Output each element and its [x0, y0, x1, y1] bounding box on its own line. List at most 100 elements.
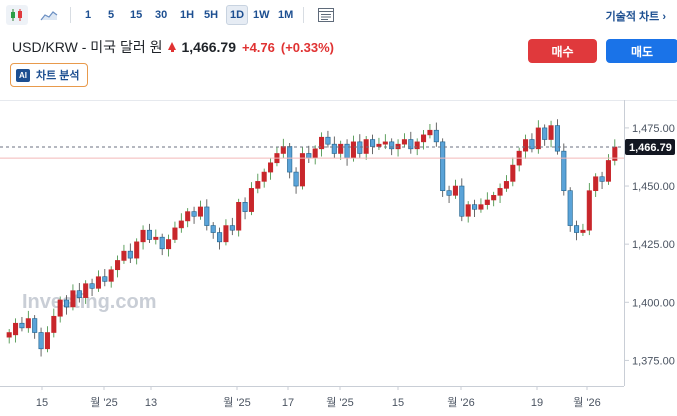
current-price-tag-label: 1,466.79	[629, 142, 672, 154]
y-tick-label: 1,475.00	[632, 123, 675, 135]
x-tick-label: 19	[531, 397, 543, 409]
sell-button[interactable]: 매도	[606, 39, 677, 63]
candle-up	[248, 188, 254, 212]
candle-down	[561, 150, 567, 191]
toolbar-divider	[70, 7, 71, 23]
y-axis: 1,475.00 1,450.00 1,425.00 1,400.00 1,375.00	[624, 123, 675, 367]
interval-1d[interactable]: 1D	[226, 5, 249, 25]
candle-down	[325, 136, 331, 145]
candle-up	[6, 332, 12, 338]
toolbar-divider	[303, 7, 304, 23]
candle-up	[223, 225, 229, 243]
x-tick-label: 15	[392, 397, 404, 409]
candle-up	[427, 129, 433, 136]
candle-up	[115, 260, 121, 271]
candle-down	[38, 332, 44, 350]
candle-up	[497, 188, 503, 196]
candle-up	[299, 153, 305, 187]
candle-up	[376, 143, 382, 147]
ai-chart-analysis-label: 차트 분석	[36, 70, 80, 82]
chart-toolbar: 1 5 15 30 1H 5H 1D 1W 1M 기술적 차트 ›	[0, 0, 677, 30]
candle-down	[32, 318, 38, 333]
candle-up	[414, 141, 420, 150]
candle-up	[312, 148, 318, 159]
candle-up	[452, 185, 458, 196]
x-axis: 15 월 '25 13 월 '25 17 월 '25 15 월 '26 19 월 '26	[36, 386, 601, 409]
candle-down	[529, 139, 535, 150]
ai-chart-analysis-button[interactable]: AI 차트 분석	[10, 63, 88, 87]
candle-up	[134, 241, 140, 259]
price-chart[interactable]: Investing.com 1,475.00 1,450.00 1,425.00 1,…	[0, 100, 677, 416]
candle-down	[459, 185, 465, 217]
candlestick-chart-icon[interactable]	[6, 5, 28, 25]
candle-down	[357, 141, 363, 154]
candle-up	[268, 162, 274, 173]
candle-down	[574, 225, 580, 233]
indicators-panel-icon[interactable]	[315, 5, 337, 25]
x-tick-label: 17	[282, 397, 294, 409]
candle-up	[503, 181, 509, 189]
area-chart-icon[interactable]	[38, 5, 60, 25]
candle-up	[280, 146, 286, 154]
candle-up	[593, 176, 599, 191]
candle-down	[191, 211, 197, 217]
ai-badge-icon: AI	[16, 68, 30, 82]
candle-down	[344, 143, 350, 159]
candle-up	[121, 250, 127, 261]
candle-up	[338, 143, 344, 154]
instrument-header: USD/KRW - 미국 달러 원 1,466.79 +4.76 (+0.33%…	[12, 38, 334, 56]
candle-up	[153, 236, 159, 240]
candle-down	[127, 250, 133, 259]
candle-up	[535, 127, 541, 150]
y-tick-label: 1,450.00	[632, 181, 675, 193]
technical-chart-link[interactable]: 기술적 차트 ›	[605, 11, 666, 23]
price-change-percent: (+0.33%)	[280, 39, 335, 55]
candle-up	[382, 141, 388, 145]
candle-up	[580, 229, 586, 233]
candle-down	[389, 141, 395, 150]
interval-5h[interactable]: 5H	[204, 9, 219, 21]
x-tick-label: 월 '25	[326, 396, 354, 409]
candle-up	[491, 195, 497, 201]
candle-down	[433, 129, 439, 143]
interval-5m[interactable]: 5	[108, 9, 115, 21]
candle-up	[261, 171, 267, 182]
interval-1w[interactable]: 1W	[253, 9, 270, 21]
candle-up	[523, 139, 529, 152]
candle-down	[446, 190, 452, 196]
candle-down	[204, 206, 210, 226]
candle-down	[210, 225, 216, 233]
x-tick-label: 15	[36, 397, 48, 409]
buy-button[interactable]: 매수	[528, 39, 597, 63]
interval-1mo[interactable]: 1M	[278, 9, 294, 21]
candle-up	[548, 125, 554, 140]
investing-watermark: Investing.com	[22, 291, 156, 313]
candle-down	[89, 283, 95, 289]
candle-up	[44, 332, 50, 350]
candle-down	[554, 125, 560, 152]
candle-up	[401, 139, 407, 145]
interval-30m[interactable]: 30	[155, 9, 168, 21]
candle-up	[70, 290, 76, 308]
candle-up	[255, 181, 261, 189]
candle-down	[293, 171, 299, 187]
x-tick-label: 월 '26	[447, 396, 475, 409]
candle-down	[370, 139, 376, 147]
candle-down	[19, 322, 25, 329]
interval-15m[interactable]: 15	[130, 9, 143, 21]
interval-1m[interactable]: 1	[85, 9, 92, 21]
candlestick-series	[6, 119, 618, 357]
candle-up	[51, 315, 57, 333]
last-price: 1,466.79	[181, 39, 236, 55]
candle-down	[159, 236, 165, 250]
candle-up	[25, 318, 31, 329]
interval-1h[interactable]: 1H	[180, 9, 195, 21]
candle-up	[108, 269, 114, 282]
candle-up	[83, 283, 89, 298]
candle-up	[465, 204, 471, 217]
candle-up	[478, 204, 484, 210]
up-arrow-icon	[168, 42, 177, 52]
current-price-tag	[625, 138, 675, 155]
instrument-name: USD/KRW - 미국 달러 원	[12, 39, 163, 55]
y-tick-label: 1,425.00	[632, 239, 675, 251]
